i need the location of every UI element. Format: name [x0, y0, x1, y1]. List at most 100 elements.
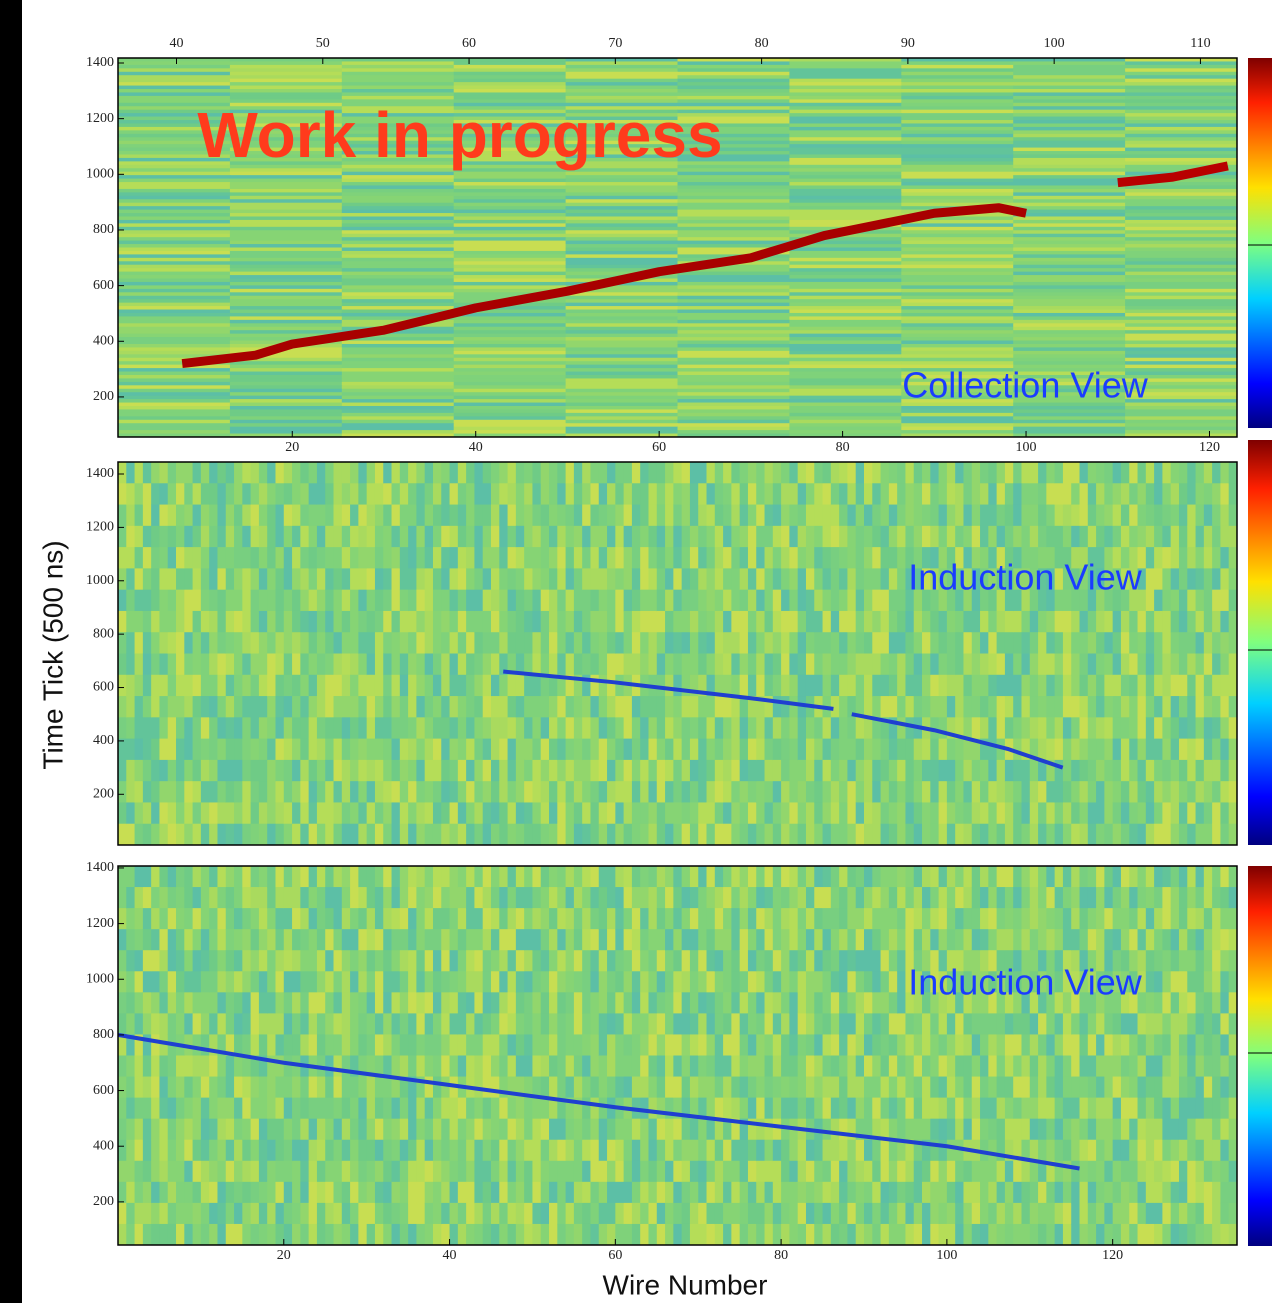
noise-cell [615, 866, 624, 888]
noise-cell [342, 234, 454, 238]
noise-cell [375, 632, 384, 654]
noise-cell [458, 824, 467, 846]
noise-cell [135, 611, 144, 633]
noise-cell [118, 285, 230, 289]
noise-cell [392, 1203, 401, 1225]
noise-cell [408, 1034, 417, 1056]
noise-cell [532, 802, 541, 824]
noise-cell [1046, 802, 1055, 824]
noise-cell [740, 1098, 749, 1120]
noise-cell [1030, 462, 1039, 484]
noise-cell [118, 420, 230, 424]
noise-cell [678, 385, 790, 389]
noise-cell [1096, 505, 1105, 527]
noise-cell [400, 483, 409, 505]
noise-cell [1212, 462, 1221, 484]
noise-cell [334, 526, 343, 548]
noise-cell [557, 1182, 566, 1204]
noise-cell [159, 824, 168, 846]
noise-cell [118, 296, 230, 300]
noise-cell [242, 1182, 251, 1204]
noise-cell [151, 1098, 160, 1120]
noise-cell [118, 282, 230, 286]
noise-cell [566, 382, 678, 386]
noise-cell [1162, 739, 1171, 761]
noise-cell [118, 430, 230, 434]
noise-cell [690, 1224, 699, 1246]
noise-cell [823, 781, 832, 803]
noise-cell [678, 420, 790, 424]
noise-cell [342, 420, 454, 424]
noise-cell [317, 462, 326, 484]
noise-cell [242, 781, 251, 803]
noise-cell [566, 292, 678, 296]
noise-cell [342, 65, 454, 69]
noise-cell [781, 739, 790, 761]
noise-cell [624, 1224, 633, 1246]
noise-cell [1055, 654, 1064, 676]
noise-cell [1021, 824, 1030, 846]
noise-cell [184, 950, 193, 972]
noise-cell [375, 1034, 384, 1056]
noise-cell [972, 654, 981, 676]
noise-cell [309, 462, 318, 484]
noise-cell [789, 313, 901, 317]
noise-cell [251, 547, 260, 569]
noise-cell [765, 781, 774, 803]
noise-cell [408, 1161, 417, 1183]
noise-cell [193, 992, 202, 1014]
noise-cell [678, 306, 790, 310]
noise-cell [251, 696, 260, 718]
noise-cell [566, 887, 575, 909]
noise-cell [673, 717, 682, 739]
y-tick-label: 200 [93, 787, 114, 802]
noise-cell [1125, 406, 1237, 410]
noise-cell [466, 505, 475, 527]
noise-cell [1013, 334, 1125, 338]
noise-cell [317, 1034, 326, 1056]
noise-cell [1080, 802, 1089, 824]
noise-cell [1038, 802, 1047, 824]
noise-cell [901, 285, 1013, 289]
noise-cell [425, 1077, 434, 1099]
noise-cell [524, 696, 533, 718]
noise-cell [309, 739, 318, 761]
noise-cell [574, 717, 583, 739]
noise-cell [901, 254, 1013, 258]
noise-cell [441, 929, 450, 951]
noise-cell [624, 971, 633, 993]
noise-cell [358, 908, 367, 930]
noise-cell [678, 75, 790, 79]
noise-cell [325, 654, 334, 676]
noise-cell [135, 462, 144, 484]
noise-cell [334, 1034, 343, 1056]
noise-cell [740, 1140, 749, 1162]
noise-cell [226, 739, 235, 761]
noise-cell [1013, 320, 1125, 324]
noise-cell [300, 654, 309, 676]
noise-cell [864, 568, 873, 590]
noise-cell [789, 365, 901, 369]
noise-cell [1104, 675, 1113, 697]
noise-cell [607, 1182, 616, 1204]
noise-cell [1162, 526, 1171, 548]
noise-cell [690, 1161, 699, 1183]
noise-cell [673, 696, 682, 718]
noise-cell [673, 675, 682, 697]
noise-cell [789, 92, 901, 96]
noise-cell [566, 1140, 575, 1162]
noise-cell [292, 590, 301, 612]
noise-cell [159, 739, 168, 761]
noise-cell [118, 385, 230, 389]
noise-cell [375, 1224, 384, 1246]
noise-cell [566, 992, 575, 1014]
noise-cell [789, 75, 901, 79]
noise-cell [715, 568, 724, 590]
noise-cell [963, 717, 972, 739]
noise-cell [1125, 296, 1237, 300]
noise-cell [864, 483, 873, 505]
noise-cell [441, 908, 450, 930]
noise-cell [392, 1140, 401, 1162]
noise-cell [226, 1203, 235, 1225]
noise-cell [590, 992, 599, 1014]
